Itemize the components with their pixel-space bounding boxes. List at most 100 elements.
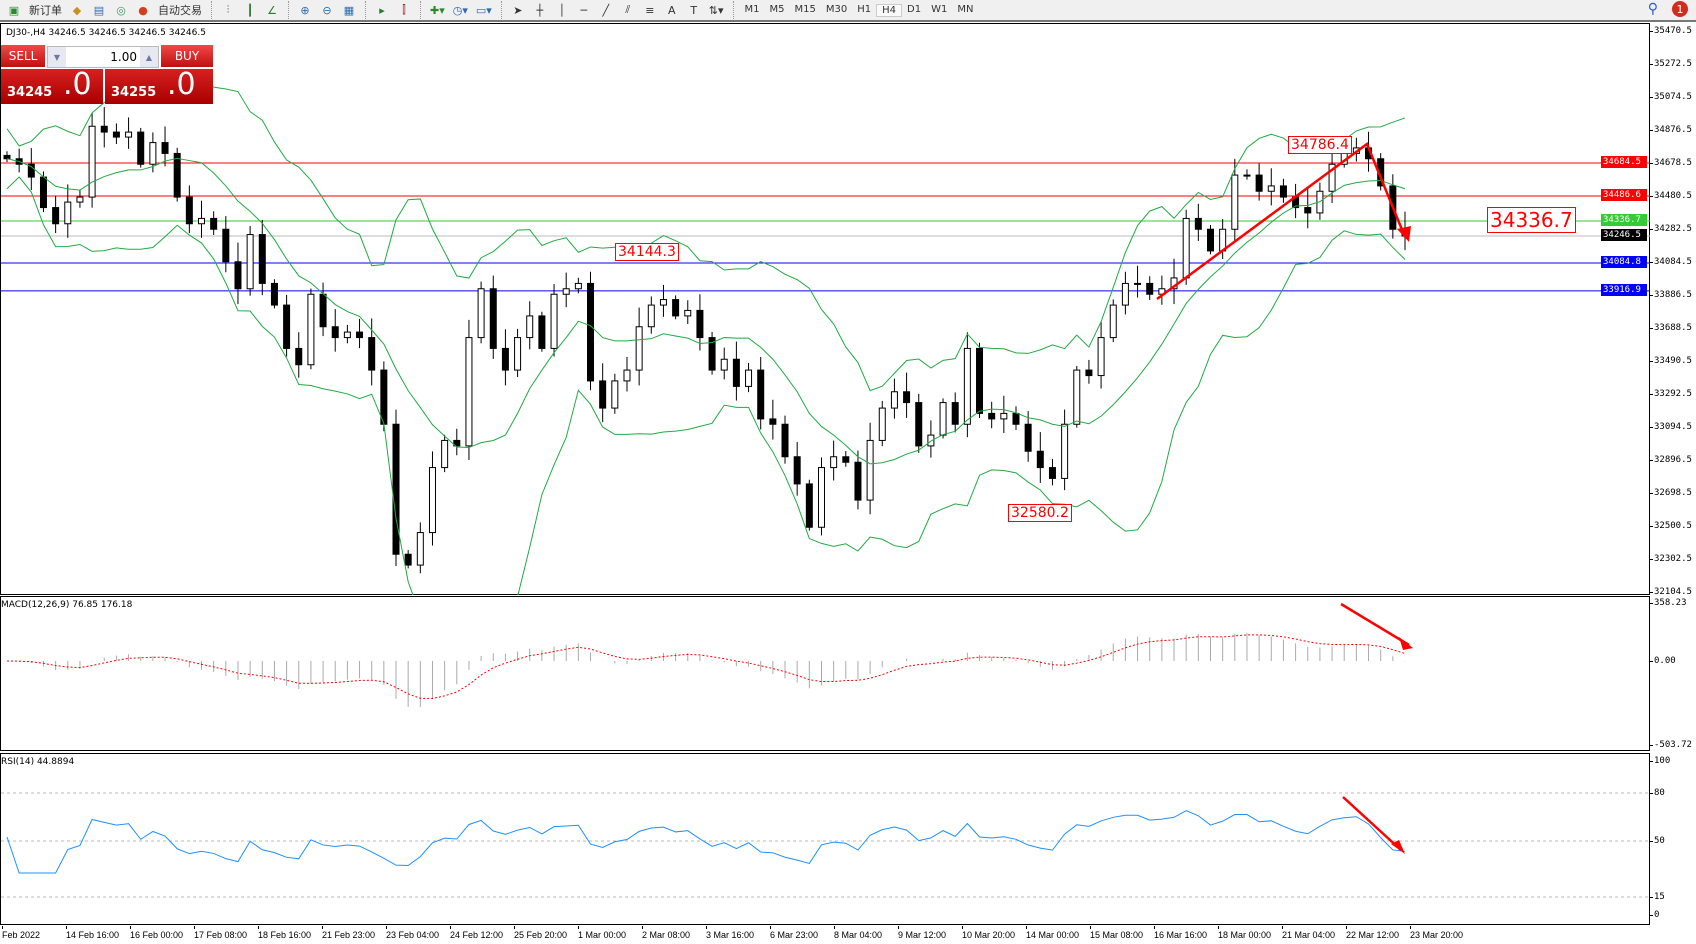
- candle: [781, 423, 789, 458]
- crosshair-icon[interactable]: ┼: [536, 3, 544, 17]
- separator: [211, 1, 212, 19]
- timeframe-d1[interactable]: D1: [907, 3, 922, 15]
- candle: [1243, 174, 1251, 177]
- trendline-icon[interactable]: ╱: [602, 3, 610, 17]
- candle: [830, 456, 838, 469]
- price-axis-label: 33688.5: [1650, 323, 1692, 333]
- candle: [416, 532, 424, 566]
- candle: [1255, 174, 1263, 192]
- zoom-in-icon[interactable]: ⊕: [300, 3, 310, 17]
- text-icon[interactable]: A: [668, 3, 676, 17]
- text-label-icon[interactable]: T: [690, 3, 698, 17]
- timeframe-h4[interactable]: H4: [876, 3, 903, 17]
- price-tag: 34336.7: [1601, 213, 1647, 226]
- candle: [1231, 174, 1239, 230]
- price-chart[interactable]: DJ30-,H4 34246.5 34246.5 34246.5 34246.5…: [0, 23, 1650, 595]
- timeframe-w1[interactable]: W1: [931, 3, 948, 15]
- candle: [270, 282, 278, 306]
- chart-header: DJ30-,H4 34246.5 34246.5 34246.5 34246.5: [6, 28, 206, 38]
- candle: [550, 293, 558, 349]
- price-tag: 34084.8: [1601, 255, 1647, 268]
- periods-icon[interactable]: ◷▾: [452, 3, 468, 17]
- buy-price-fraction: .0: [167, 67, 196, 102]
- line-chart-icon[interactable]: ∠: [267, 3, 277, 17]
- cursor-icon[interactable]: ➤: [513, 3, 523, 17]
- chart-shift-icon[interactable]: ▸: [379, 3, 385, 17]
- arrows-icon[interactable]: ⇅▾: [708, 3, 724, 17]
- candle: [295, 347, 303, 366]
- price-tag: 33916.9: [1601, 283, 1647, 296]
- price-axis-label: 34876.5: [1650, 125, 1692, 135]
- candle: [915, 402, 923, 447]
- vertical-line-icon[interactable]: │: [558, 3, 566, 17]
- lot-increase-icon[interactable]: ▲: [140, 47, 158, 67]
- bar-chart-icon[interactable]: ⫶: [226, 3, 230, 16]
- time-axis-label: 21 Mar 04:00: [1282, 926, 1336, 940]
- candle: [1000, 412, 1008, 420]
- candle: [368, 337, 376, 371]
- time-axis[interactable]: Feb 2022 14 Feb 16:00 16 Feb 00:00 17 Feb 0…: [0, 926, 1650, 944]
- lot-size-input[interactable]: ▼ 1.00 ▲: [47, 46, 159, 68]
- candle: [708, 337, 716, 371]
- lot-value[interactable]: 1.00: [110, 50, 137, 64]
- candle: [1146, 282, 1154, 295]
- auto-trading-button[interactable]: 自动交易: [158, 4, 202, 17]
- candle: [538, 315, 546, 349]
- candle: [1048, 467, 1056, 479]
- timeframe-m5[interactable]: M5: [769, 3, 785, 15]
- candle: [903, 391, 911, 404]
- price-annotation[interactable]: 32580.2: [1008, 504, 1072, 522]
- candle: [100, 125, 108, 133]
- sell-button[interactable]: SELL: [1, 45, 45, 67]
- candle: [988, 412, 996, 420]
- candle: [404, 553, 412, 566]
- candle: [198, 217, 206, 225]
- candle: [672, 299, 680, 317]
- price-axis-label: 32698.5: [1650, 488, 1692, 498]
- tile-windows-icon[interactable]: ▦: [343, 3, 355, 17]
- channel-icon[interactable]: ⫽: [625, 3, 631, 16]
- timeframe-mn[interactable]: MN: [957, 3, 974, 15]
- horizontal-line-icon[interactable]: ─: [580, 3, 588, 17]
- zoom-out-icon[interactable]: ⊖: [322, 3, 332, 17]
- autoscroll-icon[interactable]: ⫿: [402, 3, 406, 16]
- candle: [88, 125, 96, 198]
- candle: [769, 418, 777, 425]
- templates-icon[interactable]: ▭▾: [475, 3, 492, 17]
- new-order-icon[interactable]: ▣: [8, 3, 20, 17]
- arrow-head-icon: [1399, 637, 1413, 650]
- sell-price-button[interactable]: 34245 .0: [1, 67, 103, 104]
- candle: [1036, 450, 1044, 469]
- time-axis-label: 14 Mar 00:00: [1026, 926, 1080, 940]
- search-icon[interactable]: ⚲: [1647, 1, 1658, 17]
- price-axis[interactable]: 35470.5 35272.5 35074.5 34876.5 34678.5 34480…: [1601, 23, 1696, 597]
- rsi-pane[interactable]: RSI(14) 44.8894: [0, 753, 1650, 925]
- one-click-trading-panel: SELL ▼ 1.00 ▲ BUY 34245 .0 34255 .0: [1, 45, 213, 104]
- price-axis-label: 35470.5: [1650, 26, 1692, 36]
- buy-button[interactable]: BUY: [161, 45, 213, 67]
- data-window-icon[interactable]: ▤: [93, 3, 105, 17]
- timeframe-m15[interactable]: M15: [794, 3, 816, 15]
- indicators-icon[interactable]: ✚▾: [430, 3, 445, 17]
- candle: [720, 358, 728, 371]
- candlestick-icon[interactable]: ┃: [246, 3, 254, 17]
- macd-pane[interactable]: MACD(12,26,9) 76.85 176.18: [0, 596, 1650, 751]
- lot-decrease-icon[interactable]: ▼: [48, 47, 66, 67]
- notification-badge[interactable]: 1: [1672, 1, 1688, 17]
- price-annotation-large[interactable]: 34336.7: [1487, 207, 1576, 233]
- buy-price-button[interactable]: 34255 .0: [105, 67, 213, 104]
- timeframe-m1[interactable]: M1: [744, 3, 760, 15]
- price-annotation[interactable]: 34144.3: [615, 243, 679, 261]
- candle: [380, 369, 388, 425]
- market-watch-icon[interactable]: ◆: [72, 3, 82, 17]
- auto-trading-icon[interactable]: ●: [138, 3, 148, 17]
- timeframe-h1[interactable]: H1: [857, 3, 872, 15]
- signal-icon[interactable]: ◎: [116, 3, 126, 17]
- timeframe-m30[interactable]: M30: [825, 3, 848, 15]
- fibonacci-icon[interactable]: ≡: [645, 3, 655, 17]
- price-annotation[interactable]: 34786.4: [1288, 136, 1352, 154]
- time-axis-label: 17 Feb 08:00: [194, 926, 248, 940]
- new-order-button[interactable]: 新订单: [29, 4, 62, 17]
- candle: [76, 196, 84, 203]
- candle: [805, 483, 813, 528]
